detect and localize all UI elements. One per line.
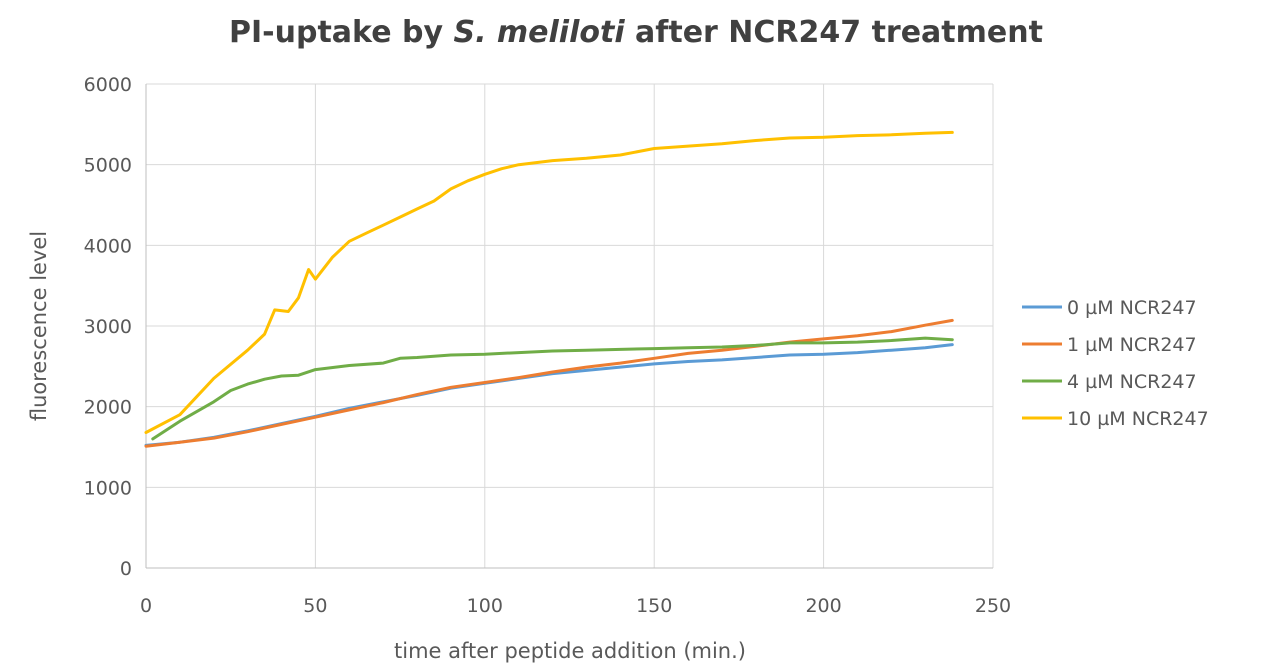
y-tick-label: 2000: [84, 397, 132, 419]
y-tick-label: 1000: [84, 477, 132, 499]
series-line-1: [144, 318, 954, 448]
x-tick-label: 100: [467, 595, 503, 617]
legend-label-0: 0 µM NCR247: [1067, 297, 1197, 319]
y-axis-label: fluorescence level: [27, 231, 51, 421]
tick-labels: 0 1000 2000 3000 4000 5000 6000 0 50 100 150 200 250: [84, 74, 1011, 617]
series-line-0: [144, 343, 954, 447]
y-tick-label: 6000: [84, 74, 132, 96]
legend-label-3: 10 µM NCR247: [1067, 408, 1209, 430]
legend: 0 µM NCR247 1 µM NCR247 4 µM NCR247 10 µM …: [1022, 297, 1209, 430]
x-tick-label: 0: [140, 595, 152, 617]
chart-title-species: S. meliloti: [453, 15, 625, 50]
x-tick-label: 50: [303, 595, 327, 617]
y-tick-label: 5000: [84, 155, 132, 177]
gridlines: [146, 83, 994, 568]
x-tick-label: 250: [975, 595, 1011, 617]
series-line-3: [144, 130, 954, 434]
chart-title: PI-uptake by S. meliloti after NCR247 tr…: [229, 15, 1043, 50]
x-tick-label: 150: [636, 595, 672, 617]
series-lines: [144, 130, 954, 448]
y-tick-label: 0: [120, 558, 132, 580]
chart-title-suffix: after NCR247 treatment: [625, 15, 1043, 50]
y-tick-label: 4000: [84, 235, 132, 257]
chart-title-prefix: PI-uptake by: [229, 15, 453, 50]
series-line-2: [151, 336, 954, 441]
axes: [145, 84, 993, 569]
x-tick-label: 200: [805, 595, 841, 617]
x-axis-label: time after peptide addition (min.): [394, 639, 746, 663]
legend-label-2: 4 µM NCR247: [1067, 371, 1197, 393]
y-tick-label: 3000: [84, 316, 132, 338]
legend-label-1: 1 µM NCR247: [1067, 334, 1197, 356]
